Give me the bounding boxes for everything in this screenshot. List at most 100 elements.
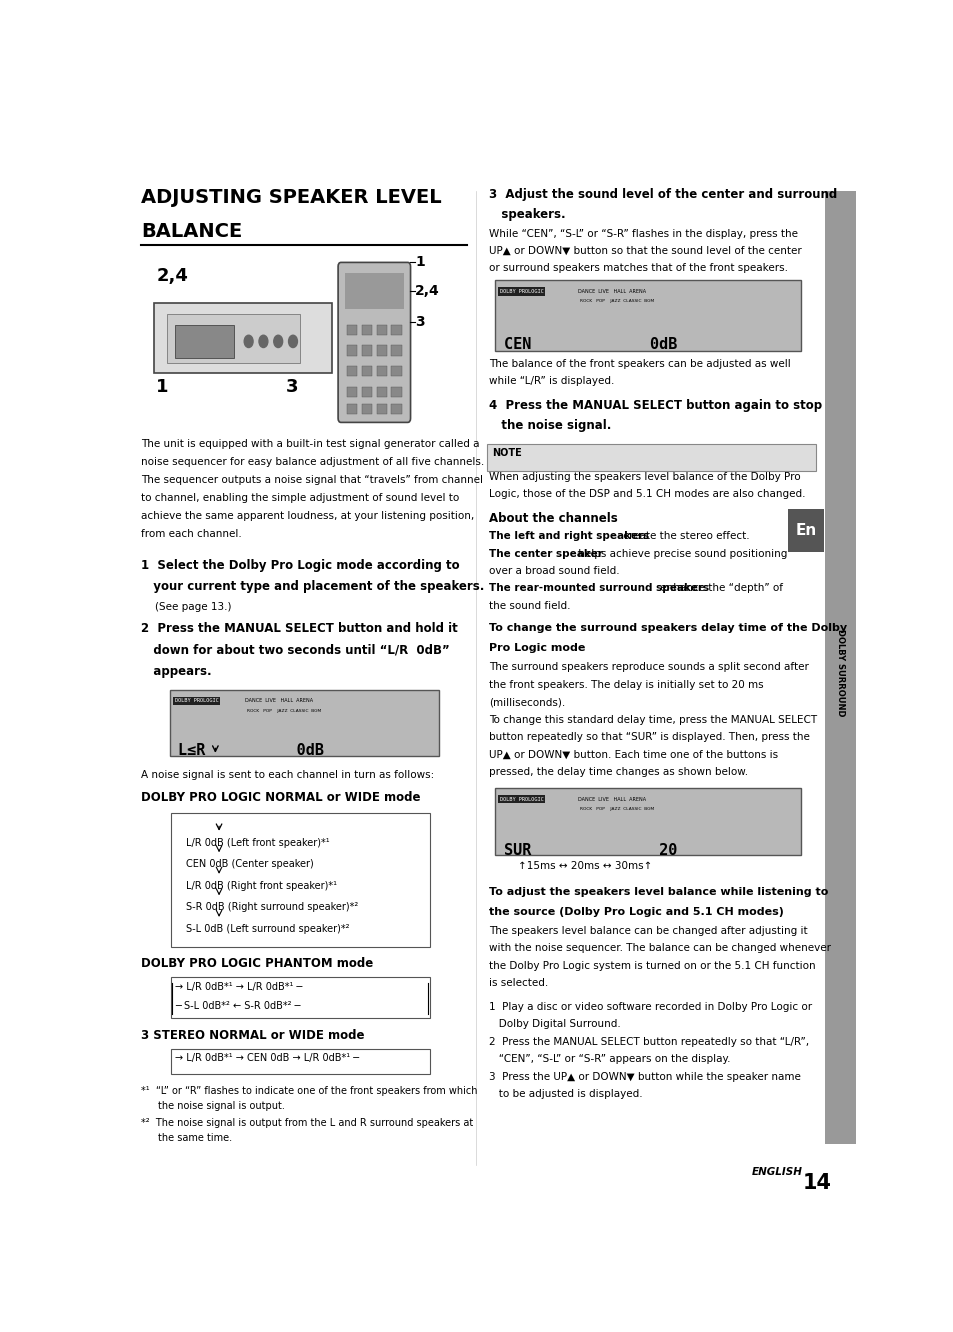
Circle shape — [288, 336, 297, 348]
Text: “CEN”, “S-L” or “S-R” appears on the display.: “CEN”, “S-L” or “S-R” appears on the dis… — [488, 1054, 730, 1064]
Text: A noise signal is sent to each channel in turn as follows:: A noise signal is sent to each channel i… — [141, 770, 435, 781]
Text: 3  Press the UP▲ or DOWN▼ button while the speaker name: 3 Press the UP▲ or DOWN▼ button while th… — [488, 1072, 800, 1082]
Text: To adjust the speakers level balance while listening to: To adjust the speakers level balance whi… — [488, 887, 827, 896]
Text: *¹  “L” or “R” flashes to indicate one of the front speakers from which: *¹ “L” or “R” flashes to indicate one of… — [141, 1086, 477, 1096]
Text: your current type and placement of the speakers.: your current type and placement of the s… — [141, 581, 484, 593]
Text: 2  Press the MANUAL SELECT button repeatedly so that “L/R”,: 2 Press the MANUAL SELECT button repeate… — [488, 1036, 808, 1047]
Text: to be adjusted is displayed.: to be adjusted is displayed. — [488, 1090, 642, 1099]
Text: NOTE: NOTE — [492, 448, 522, 458]
Text: (milliseconds).: (milliseconds). — [488, 697, 564, 707]
Text: → L/R 0dB*¹ → CEN 0dB → L/R 0dB*¹ ─: → L/R 0dB*¹ → CEN 0dB → L/R 0dB*¹ ─ — [174, 1054, 358, 1063]
Text: enhance the “depth” of: enhance the “depth” of — [657, 583, 782, 594]
Text: The balance of the front speakers can be adjusted as well: The balance of the front speakers can be… — [488, 358, 790, 369]
FancyBboxPatch shape — [376, 386, 387, 397]
FancyBboxPatch shape — [391, 325, 401, 336]
FancyBboxPatch shape — [361, 345, 372, 356]
FancyBboxPatch shape — [376, 325, 387, 336]
Text: The unit is equipped with a built-in test signal generator called a: The unit is equipped with a built-in tes… — [141, 438, 479, 449]
FancyBboxPatch shape — [787, 509, 823, 551]
Text: ↑15ms ↔ 20ms ↔ 30ms↑: ↑15ms ↔ 20ms ↔ 30ms↑ — [518, 862, 652, 871]
Text: 3  Adjust the sound level of the center and surround: 3 Adjust the sound level of the center a… — [488, 188, 837, 201]
Text: create the stereo effect.: create the stereo effect. — [619, 531, 749, 541]
FancyBboxPatch shape — [495, 280, 801, 350]
FancyBboxPatch shape — [167, 313, 300, 362]
FancyBboxPatch shape — [495, 787, 801, 855]
Text: ROCK   POP    JAZZ  CLASSIC  BGM: ROCK POP JAZZ CLASSIC BGM — [247, 709, 321, 713]
Text: The center speaker: The center speaker — [488, 549, 602, 558]
Text: DOLBY PROLOGIC: DOLBY PROLOGIC — [499, 289, 543, 294]
Text: DOLBY PRO LOGIC NORMAL or WIDE mode: DOLBY PRO LOGIC NORMAL or WIDE mode — [141, 791, 420, 803]
Text: En: En — [795, 522, 816, 538]
Text: DANCE  LIVE   HALL  ARENA: DANCE LIVE HALL ARENA — [577, 289, 645, 294]
Text: with the noise sequencer. The balance can be changed whenever: with the noise sequencer. The balance ca… — [488, 943, 830, 954]
Text: The speakers level balance can be changed after adjusting it: The speakers level balance can be change… — [488, 926, 806, 936]
Text: over a broad sound field.: over a broad sound field. — [488, 566, 618, 575]
Text: 2,4: 2,4 — [156, 266, 188, 285]
Text: SUR              20: SUR 20 — [503, 843, 677, 858]
Text: is selected.: is selected. — [488, 978, 548, 988]
Text: pressed, the delay time changes as shown below.: pressed, the delay time changes as shown… — [488, 767, 747, 777]
FancyBboxPatch shape — [376, 366, 387, 376]
FancyBboxPatch shape — [391, 404, 401, 414]
Text: while “L/R” is displayed.: while “L/R” is displayed. — [488, 376, 614, 386]
Text: noise sequencer for easy balance adjustment of all five channels.: noise sequencer for easy balance adjustm… — [141, 457, 484, 466]
Text: 3: 3 — [415, 314, 424, 329]
Text: down for about two seconds until “L/R  0dB”: down for about two seconds until “L/R 0d… — [141, 643, 450, 657]
FancyBboxPatch shape — [361, 386, 372, 397]
Text: the sound field.: the sound field. — [488, 601, 570, 611]
Text: UP▲ or DOWN▼ button so that the sound level of the center: UP▲ or DOWN▼ button so that the sound le… — [488, 246, 801, 256]
Text: ROCK   POP    JAZZ  CLASSIC  BGM: ROCK POP JAZZ CLASSIC BGM — [579, 300, 654, 304]
Text: ENGLISH: ENGLISH — [751, 1167, 801, 1177]
Text: Dolby Digital Surround.: Dolby Digital Surround. — [488, 1019, 620, 1030]
Text: UP▲ or DOWN▼ button. Each time one of the buttons is: UP▲ or DOWN▼ button. Each time one of th… — [488, 750, 778, 759]
FancyBboxPatch shape — [376, 404, 387, 414]
Text: the front speakers. The delay is initially set to 20 ms: the front speakers. The delay is initial… — [488, 679, 762, 690]
Text: Logic, those of the DSP and 5.1 CH modes are also changed.: Logic, those of the DSP and 5.1 CH modes… — [488, 489, 804, 500]
FancyBboxPatch shape — [391, 345, 401, 356]
Text: appears.: appears. — [141, 666, 212, 678]
FancyBboxPatch shape — [347, 345, 357, 356]
Text: S-R 0dB (Right surround speaker)*²: S-R 0dB (Right surround speaker)*² — [186, 902, 357, 912]
FancyBboxPatch shape — [361, 325, 372, 336]
FancyBboxPatch shape — [344, 273, 403, 309]
Text: DANCE  LIVE   HALL  ARENA: DANCE LIVE HALL ARENA — [245, 698, 313, 703]
FancyBboxPatch shape — [347, 325, 357, 336]
Text: *²  The noise signal is output from the L and R surround speakers at: *² The noise signal is output from the L… — [141, 1118, 474, 1128]
Text: The left and right speakers: The left and right speakers — [488, 531, 648, 541]
Text: 1: 1 — [415, 256, 424, 269]
Text: or surround speakers matches that of the front speakers.: or surround speakers matches that of the… — [488, 264, 787, 273]
Text: from each channel.: from each channel. — [141, 529, 242, 538]
Text: The surround speakers reproduce sounds a split second after: The surround speakers reproduce sounds a… — [488, 662, 808, 673]
Text: ADJUSTING SPEAKER LEVEL: ADJUSTING SPEAKER LEVEL — [141, 188, 441, 206]
Text: speakers.: speakers. — [488, 208, 565, 221]
Text: L/R 0dB (Left front speaker)*¹: L/R 0dB (Left front speaker)*¹ — [186, 838, 329, 847]
FancyBboxPatch shape — [391, 386, 401, 397]
FancyBboxPatch shape — [486, 444, 816, 470]
Text: When adjusting the speakers level balance of the Dolby Pro: When adjusting the speakers level balanc… — [488, 472, 800, 482]
Text: BALANCE: BALANCE — [141, 222, 242, 241]
FancyBboxPatch shape — [361, 404, 372, 414]
Text: 4  Press the MANUAL SELECT button again to stop: 4 Press the MANUAL SELECT button again t… — [488, 398, 821, 412]
Text: ROCK   POP    JAZZ  CLASSIC  BGM: ROCK POP JAZZ CLASSIC BGM — [579, 807, 654, 811]
Text: L≤R          0dB: L≤R 0dB — [178, 743, 324, 758]
Text: 14: 14 — [802, 1173, 831, 1193]
Text: DOLBY PROLOGIC: DOLBY PROLOGIC — [499, 797, 543, 802]
Circle shape — [274, 336, 282, 348]
Text: DOLBY SURROUND: DOLBY SURROUND — [836, 629, 844, 717]
Text: To change this standard delay time, press the MANUAL SELECT: To change this standard delay time, pres… — [488, 715, 816, 725]
Text: DOLBY PRO LOGIC PHANTOM mode: DOLBY PRO LOGIC PHANTOM mode — [141, 956, 374, 970]
Text: The sequencer outputs a noise signal that “travels” from channel: The sequencer outputs a noise signal tha… — [141, 474, 483, 485]
Circle shape — [244, 336, 253, 348]
Text: 3 STEREO NORMAL or WIDE mode: 3 STEREO NORMAL or WIDE mode — [141, 1028, 365, 1042]
FancyBboxPatch shape — [153, 304, 332, 373]
Text: 3: 3 — [285, 378, 297, 397]
Text: While “CEN”, “S-L” or “S-R” flashes in the display, press the: While “CEN”, “S-L” or “S-R” flashes in t… — [488, 229, 797, 238]
FancyBboxPatch shape — [337, 262, 410, 422]
Circle shape — [258, 336, 268, 348]
Text: the source (Dolby Pro Logic and 5.1 CH modes): the source (Dolby Pro Logic and 5.1 CH m… — [488, 907, 783, 916]
Text: the same time.: the same time. — [157, 1134, 232, 1143]
FancyBboxPatch shape — [347, 366, 357, 376]
Text: About the channels: About the channels — [488, 511, 617, 525]
Text: the noise signal.: the noise signal. — [488, 420, 611, 433]
Text: To change the surround speakers delay time of the Dolby: To change the surround speakers delay ti… — [488, 623, 846, 634]
